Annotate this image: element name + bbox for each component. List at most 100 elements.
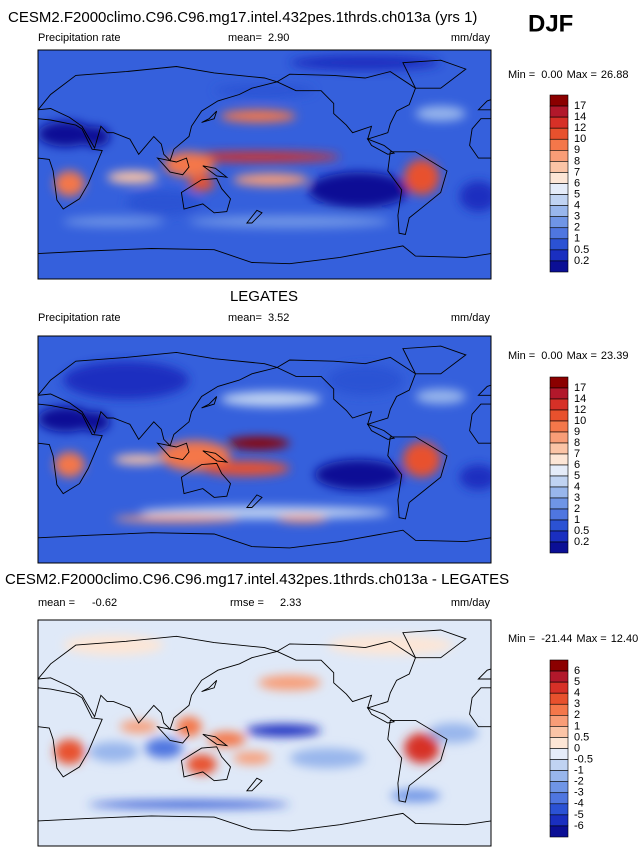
field-blob (404, 733, 440, 764)
colorbar-label: 10 (574, 133, 586, 145)
colorbar-box (549, 508, 569, 521)
coastline (245, 494, 263, 508)
rmse-label: rmse = (230, 597, 264, 609)
coastline (402, 345, 467, 375)
field-blob (314, 459, 403, 490)
colorbar-box (549, 150, 569, 162)
field-blob (459, 181, 491, 212)
min-max: Min = -21.44 Max = 12.40 (508, 633, 638, 645)
colorbar-box (549, 249, 569, 262)
coastline (245, 209, 263, 224)
colorbar-label: 6 (574, 459, 580, 471)
colorbar-box (549, 475, 569, 488)
coastline (469, 687, 491, 728)
max-value: 12.40 (611, 633, 639, 645)
colorbar-box (549, 442, 569, 455)
colorbar-box (549, 748, 569, 760)
coastline (387, 436, 448, 520)
field-blob (415, 388, 466, 405)
colorbar-label: 0.5 (574, 731, 589, 743)
colorbar-label: 17 (574, 100, 586, 112)
colorbar-label: 0.2 (574, 255, 589, 267)
map (38, 620, 491, 846)
coastline (402, 59, 467, 89)
coastline (38, 351, 279, 447)
field-blob (428, 722, 479, 744)
colorbar-label: 1 (574, 233, 580, 245)
field-blob (54, 739, 85, 765)
field-blob (113, 454, 164, 465)
colorbar-box (549, 205, 569, 217)
coastline (38, 529, 491, 563)
coastline (38, 403, 103, 495)
colorbar-label: 3 (574, 492, 580, 504)
colorbar-label: 1 (574, 720, 580, 732)
field-blob (415, 105, 466, 122)
coastline (38, 66, 279, 162)
colorbar-box (549, 692, 569, 705)
field-blob (245, 724, 322, 737)
coastline (180, 746, 232, 782)
field-blob (63, 361, 189, 400)
colorbar-label: 2 (574, 222, 580, 234)
coastline (38, 812, 491, 846)
field-blob (220, 109, 296, 123)
coastline (202, 733, 229, 747)
coastline (202, 450, 229, 463)
colorbar-label: 3 (574, 698, 580, 710)
colorbar-box (549, 737, 569, 749)
mean-value: 3.52 (268, 312, 289, 324)
field-blob (226, 436, 290, 450)
field-blob (88, 741, 139, 762)
colorbar-box (549, 94, 569, 107)
field-blob (107, 170, 158, 184)
colorbar-box (549, 387, 569, 400)
colorbar-box (549, 792, 569, 805)
min-value: 0.00 (541, 350, 562, 362)
field-blob (176, 151, 340, 162)
colorbar-label: 9 (574, 144, 580, 156)
min-value: 0.00 (541, 69, 562, 81)
field-blob (220, 391, 322, 407)
season-label: DJF (528, 10, 573, 37)
field-blob (126, 189, 202, 216)
colorbar-label: 10 (574, 415, 586, 427)
colorbar-box (549, 659, 569, 672)
map-border (37, 619, 492, 847)
field-blob (258, 675, 322, 691)
field-blob (327, 365, 403, 396)
field-blob (207, 731, 246, 747)
field-blob (402, 441, 441, 478)
field-blob (54, 452, 85, 478)
colorbar-box (549, 420, 569, 433)
colorbar-label: 0.5 (574, 525, 589, 537)
colorbar-box (549, 814, 569, 827)
coastline (245, 777, 263, 792)
coastline (38, 635, 279, 731)
mean-label: mean= (228, 32, 262, 44)
coastline (469, 403, 491, 444)
colorbar-box (549, 486, 569, 499)
min-label: Min = (508, 350, 535, 362)
coastline (477, 99, 491, 111)
colorbar-box (549, 770, 569, 782)
panel: LEGATES Precipitation rate mean= 3.52 mm/day… (37, 288, 628, 564)
coastline (477, 668, 491, 680)
colorbar-label: 1 (574, 514, 580, 526)
coastline (201, 396, 218, 409)
map-border (37, 49, 492, 280)
field-blob (88, 800, 290, 809)
coastline (38, 687, 103, 778)
colorbar-box (549, 260, 569, 273)
coastline (366, 707, 396, 724)
colorbar-label: 2 (574, 503, 580, 515)
units-label: mm/day (451, 597, 491, 609)
field-blob (79, 126, 110, 147)
colorbar-label: -2 (574, 776, 584, 788)
coastline (156, 157, 190, 176)
coastline (38, 118, 103, 210)
colorbar-box (549, 105, 569, 118)
coastline (156, 442, 190, 461)
colorbar-box (549, 127, 569, 140)
field-blob (327, 635, 454, 656)
